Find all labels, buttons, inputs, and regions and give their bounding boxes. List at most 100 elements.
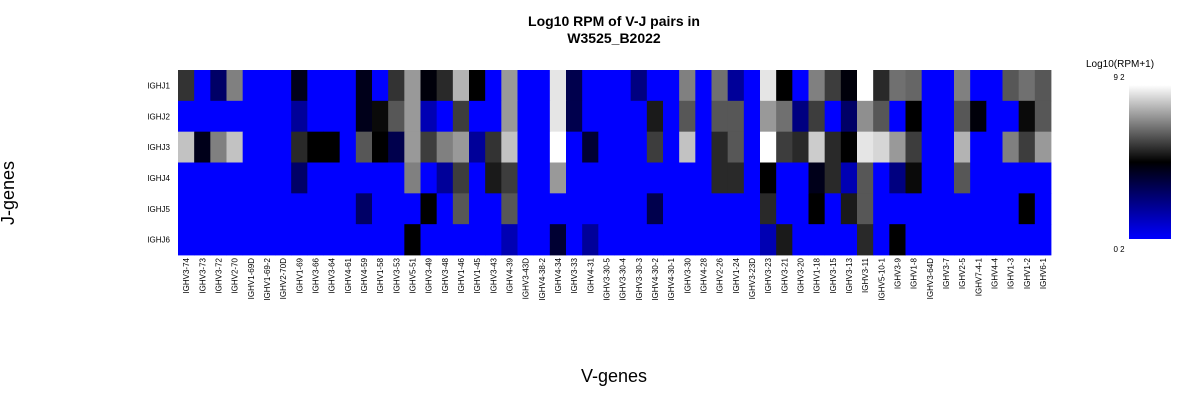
- heatmap-cell: [1018, 131, 1036, 163]
- heatmap-cell: [582, 100, 599, 133]
- x-tick-label: IGHV1-3: [1007, 257, 1016, 289]
- heatmap-cell: [630, 70, 648, 102]
- x-tick-label: IGHV3-23D: [748, 258, 757, 300]
- heatmap-cell: [905, 224, 923, 256]
- x-tick-label: IGHV4-34: [554, 257, 563, 293]
- x-tick-label: IGHV1-69-2: [263, 257, 272, 300]
- heatmap-cell: [323, 100, 341, 133]
- heatmap-cell: [517, 100, 535, 133]
- heatmap-cell: [1018, 193, 1036, 225]
- heatmap-cell: [258, 162, 276, 194]
- heatmap-cell: [533, 193, 551, 225]
- heatmap-cell: [372, 70, 389, 102]
- x-tick-label: IGHV1-24: [732, 257, 741, 293]
- heatmap-cell: [857, 162, 874, 194]
- heatmap-cell: [614, 70, 632, 102]
- heatmap-cell: [889, 100, 906, 133]
- heatmap-cell: [857, 70, 874, 102]
- heatmap-cell: [469, 224, 486, 256]
- heatmap-cell: [824, 70, 842, 102]
- heatmap-cell: [178, 224, 195, 256]
- heatmap-cell: [533, 100, 551, 133]
- heatmap-cell: [711, 224, 729, 256]
- heatmap-cell: [646, 131, 664, 163]
- x-tick-label: IGHV3-53: [392, 257, 401, 293]
- x-tick-label: IGHV3-48: [441, 257, 450, 293]
- heatmap-cell: [307, 70, 324, 102]
- heatmap-cell: [921, 100, 939, 133]
- heatmap-cell: [776, 70, 793, 102]
- heatmap-cell: [194, 100, 211, 133]
- x-tick-label: IGHV1-58: [376, 257, 385, 293]
- x-tick-label: IGHV5-51: [408, 257, 417, 293]
- heatmap-cell: [355, 224, 373, 256]
- heatmap-cell: [743, 193, 761, 225]
- heatmap-cell: [420, 100, 438, 133]
- heatmap-cell: [307, 162, 324, 194]
- heatmap-cell: [905, 70, 923, 102]
- heatmap-cell: [598, 193, 615, 225]
- heatmap-cell: [808, 224, 826, 256]
- x-tick-label: IGHV1-18: [813, 257, 822, 293]
- heatmap-cell: [549, 224, 567, 256]
- heatmap-cell: [485, 100, 502, 133]
- heatmap-cell: [1034, 70, 1052, 102]
- heatmap-cell: [1034, 100, 1052, 133]
- x-tick-label: IGHV3-23: [764, 257, 773, 293]
- x-tick-label: IGHV3-30-4: [619, 257, 628, 300]
- heatmap-cell: [1034, 162, 1052, 194]
- heatmap-cell: [436, 131, 454, 163]
- heatmap-cell: [727, 100, 745, 133]
- heatmap-cell: [646, 70, 664, 102]
- x-axis-label: V-genes: [581, 366, 647, 386]
- heatmap-cell: [970, 224, 987, 256]
- heatmap-cell: [388, 193, 405, 225]
- heatmap-cell: [355, 70, 373, 102]
- heatmap-cell: [533, 131, 551, 163]
- heatmap-cell: [905, 193, 923, 225]
- heatmap-cell: [760, 70, 777, 102]
- heatmap-cell: [921, 131, 939, 163]
- heatmap-cell: [711, 131, 729, 163]
- heatmap-cell: [630, 193, 648, 225]
- x-tick-label: IGHV2-5: [958, 257, 967, 289]
- heatmap-cell: [1002, 100, 1020, 133]
- x-tick-label: IGHV4-28: [699, 257, 708, 293]
- heatmap-cell: [307, 224, 324, 256]
- heatmap-cell: [646, 100, 664, 133]
- heatmap-cell: [469, 193, 486, 225]
- heatmap-cell: [194, 131, 211, 163]
- heatmap-cell: [646, 193, 664, 225]
- x-tick-label: IGHV3-74: [182, 257, 191, 293]
- heatmap-cell: [452, 100, 470, 133]
- heatmap-cell: [824, 193, 842, 225]
- heatmap-cell: [291, 224, 308, 256]
- heatmap-cell: [598, 70, 615, 102]
- heatmap-cell: [630, 224, 648, 256]
- heatmap-cell: [921, 224, 939, 256]
- heatmap-cell: [307, 131, 324, 163]
- heatmap-cell: [404, 224, 421, 256]
- heatmap-cell: [921, 193, 939, 225]
- heatmap-cell: [598, 131, 615, 163]
- heatmap-cell: [258, 100, 276, 133]
- heatmap-cell: [889, 193, 906, 225]
- heatmap-cell: [792, 70, 809, 102]
- heatmap-cell: [339, 100, 357, 133]
- heatmap-cell: [485, 131, 502, 163]
- heatmap-cell: [1034, 193, 1052, 225]
- x-tick-label: IGHV1-46: [457, 257, 466, 293]
- heatmap-cell: [663, 193, 680, 225]
- heatmap-cell: [889, 70, 906, 102]
- heatmap-cell: [1002, 131, 1020, 163]
- heatmap-cell: [372, 162, 389, 194]
- x-tick-label: IGHV4-4: [990, 257, 999, 289]
- x-tick-label: IGHV5-10-1: [877, 257, 886, 300]
- heatmap-cell: [549, 131, 567, 163]
- heatmap-cell: [711, 193, 729, 225]
- heatmap-cell: [339, 70, 357, 102]
- heatmap-cell: [857, 131, 874, 163]
- heatmap-cell: [242, 224, 260, 256]
- heatmap-cell: [178, 193, 195, 225]
- heatmap-cell: [695, 193, 712, 225]
